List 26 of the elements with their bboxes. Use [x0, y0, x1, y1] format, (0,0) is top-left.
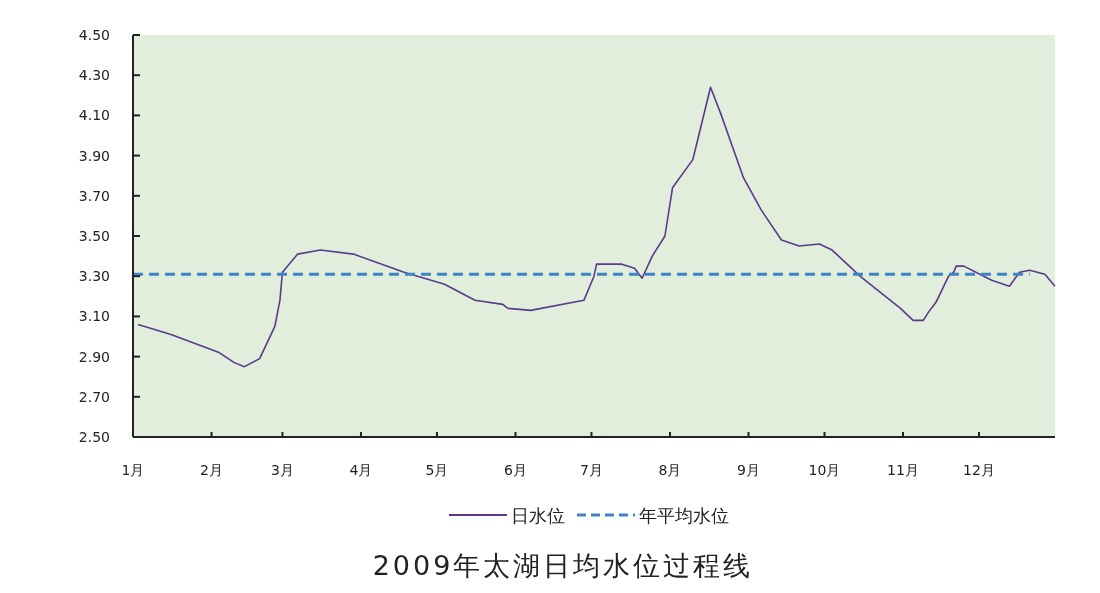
- x-tick-label: 11月: [887, 462, 919, 478]
- x-tick-label: 5月: [425, 462, 449, 478]
- text: 2009年太湖日均水位过程线: [372, 550, 754, 581]
- y-tick-label: 2.90: [78, 348, 110, 365]
- x-tick-label: 9月: [737, 462, 760, 478]
- y-tick-label: 3.90: [78, 147, 110, 164]
- x-tick-label: 2月: [200, 462, 223, 478]
- x-tick-label: 12月: [963, 462, 995, 478]
- y-tick-label: 3.10: [78, 308, 110, 325]
- y-tick-label: 4.30: [78, 67, 110, 84]
- x-tick-label: 1月: [121, 462, 145, 478]
- legend-label: 日水位: [511, 505, 565, 526]
- x-tick-label: 8月: [658, 462, 682, 478]
- x-tick-label: 6月: [504, 462, 527, 478]
- y-tick-label: 2.70: [78, 388, 110, 405]
- x-tick-label: 10月: [808, 462, 841, 478]
- y-tick-label: 4.10: [78, 107, 110, 124]
- y-tick-label: 3.50: [78, 228, 110, 244]
- y-tick-label: 3.30: [78, 268, 110, 285]
- x-tick-label: 7月: [580, 462, 603, 478]
- x-tick-label: 4月: [349, 462, 373, 478]
- legend-label: 年平均水位: [639, 505, 729, 526]
- y-tick-label: 4.50: [78, 27, 110, 43]
- y-tick-label: 3.70: [78, 187, 110, 204]
- y-tick-label: 2.50: [78, 429, 110, 445]
- x-tick-label: 3月: [270, 462, 294, 478]
